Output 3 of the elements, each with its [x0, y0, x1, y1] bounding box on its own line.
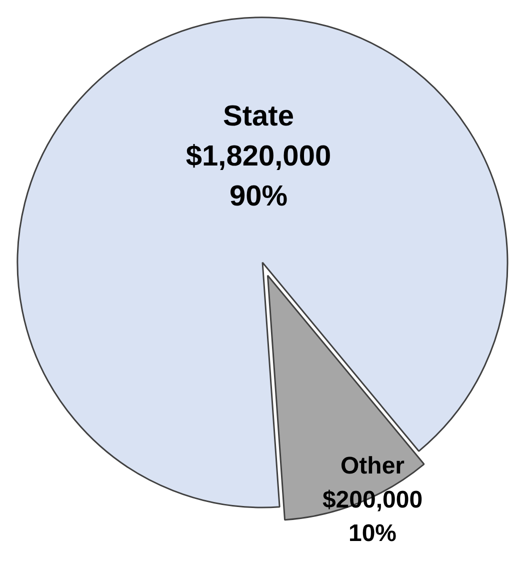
data-label: $1,820,000 90% — [186, 140, 332, 212]
slice-label: Other — [340, 452, 405, 480]
slice-label: State — [223, 100, 294, 132]
